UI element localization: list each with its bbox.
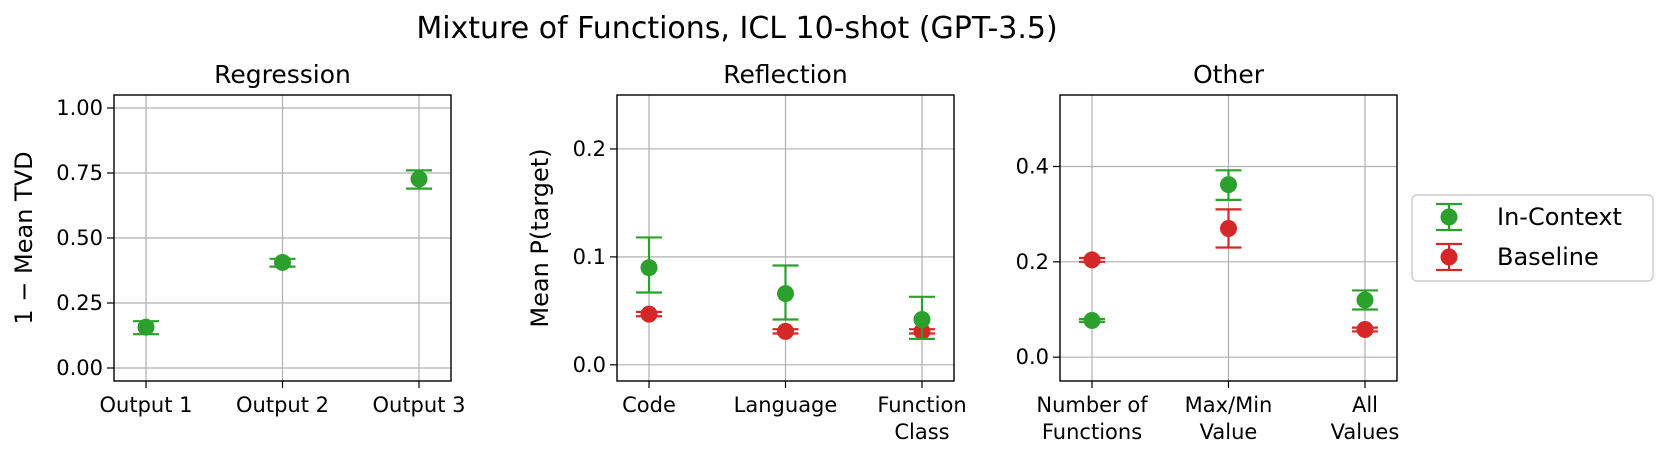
data-point: [641, 306, 658, 323]
x-tick-label: Output 1: [100, 393, 193, 417]
y-tick-label: 0.2: [573, 137, 606, 161]
x-tick-label: Max/Min: [1185, 393, 1273, 417]
y-tick-label: 0.0: [573, 353, 606, 377]
panel-reflection: 0.0 0.1 0.2 Code Language Function Class Reflec…: [526, 60, 967, 444]
data-point: [274, 254, 291, 271]
x-tick-label: Language: [734, 393, 838, 417]
legend-label: Baseline: [1497, 243, 1599, 271]
x-tick-label: Output 3: [372, 393, 465, 417]
data-point: [913, 311, 930, 328]
y-tick-label: 0.1: [573, 245, 606, 269]
data-point: [138, 319, 155, 336]
legend-label: In-Context: [1497, 203, 1622, 231]
x-tick-label: Value: [1200, 420, 1258, 444]
y-tick-label: 0.2: [1016, 250, 1049, 274]
y-tick-label: 1.00: [56, 96, 103, 120]
data-point: [641, 259, 658, 276]
x-tick-label: Code: [622, 393, 676, 417]
x-tick-label: Number of: [1036, 393, 1148, 417]
data-point: [1356, 291, 1373, 308]
x-tick-label: All: [1352, 393, 1378, 417]
y-axis-label: Mean P(target): [526, 148, 554, 327]
y-tick-label: 0.4: [1016, 155, 1049, 179]
y-tick-label: 0.0: [1016, 345, 1049, 369]
panel-regression: 0.00 0.25 0.50 0.75 1.00 Output 1 Output 2 Outp…: [10, 60, 465, 417]
x-tick-label: Class: [894, 420, 949, 444]
legend: In-Context Baseline: [1412, 195, 1653, 281]
data-point: [1084, 251, 1101, 268]
data-point: [1220, 176, 1237, 193]
x-tick-label: Functions: [1042, 420, 1142, 444]
data-point: [777, 323, 794, 340]
legend-marker: [1441, 209, 1458, 226]
data-point: [410, 170, 427, 187]
panel-title: Reflection: [723, 60, 847, 89]
y-tick-label: 0.00: [56, 356, 103, 380]
data-point: [1084, 312, 1101, 329]
y-tick-label: 0.25: [56, 291, 103, 315]
data-point: [1220, 220, 1237, 237]
x-tick-label: Function: [877, 393, 966, 417]
panel-other: 0.0 0.2 0.4 Number of Functions Max/Min Value A…: [1016, 60, 1400, 444]
panel-title: Regression: [214, 60, 351, 89]
legend-marker: [1441, 249, 1458, 266]
y-axis-label: 1 − Mean TVD: [10, 151, 38, 324]
y-tick-label: 0.75: [56, 161, 103, 185]
panel-title: Other: [1193, 60, 1265, 89]
y-tick-label: 0.50: [56, 226, 103, 250]
x-tick-label: Values: [1331, 420, 1400, 444]
data-point: [1356, 321, 1373, 338]
data-point: [777, 285, 794, 302]
figure-title: Mixture of Functions, ICL 10-shot (GPT-3…: [416, 11, 1057, 46]
x-tick-label: Output 2: [236, 393, 329, 417]
